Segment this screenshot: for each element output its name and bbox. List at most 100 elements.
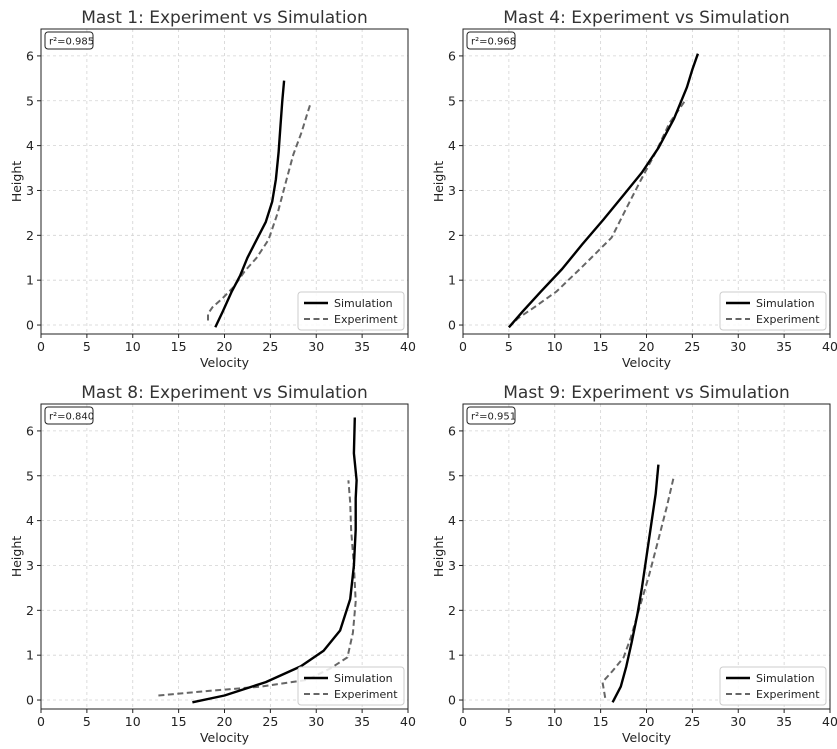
x-tick-label: 5 <box>505 714 513 729</box>
x-tick-label: 30 <box>730 714 746 729</box>
x-tick-label: 35 <box>776 714 792 729</box>
simulation-series-line <box>214 80 286 328</box>
legend-label: Experiment <box>756 688 820 701</box>
annotation-box <box>44 406 94 425</box>
x-tick-label: 40 <box>400 714 416 729</box>
x-tick-label: 10 <box>547 714 563 729</box>
legend-label: Experiment <box>334 688 398 701</box>
y-tick-label: 4 <box>26 138 34 153</box>
y-tick-label: 2 <box>26 603 34 618</box>
chart-panel-2: 0 5 10 15 20 25 30 35 40 0 1 2 3 4 5 6 Mast 4: Experimen… <box>431 8 837 370</box>
legend-box <box>719 291 827 331</box>
panel-title: Mast 1: Experiment vs Simulation <box>81 8 367 28</box>
x-axis-label: Velocity <box>622 730 672 745</box>
annotation-text: r²=0.840 <box>49 412 94 423</box>
x-tick-label: 25 <box>684 714 700 729</box>
x-tick-label: 15 <box>593 339 609 354</box>
panel-title: Mast 9: Experiment vs Simulation <box>503 383 789 403</box>
x-tick-label: 10 <box>547 339 563 354</box>
experiment-series-line <box>207 102 312 321</box>
x-tick-label: 20 <box>639 339 655 354</box>
y-tick-label: 1 <box>448 273 456 288</box>
legend-box <box>719 666 827 706</box>
y-tick-label: 3 <box>26 558 34 573</box>
legend-label: Simulation <box>756 297 815 310</box>
x-tick-label: 25 <box>262 339 278 354</box>
x-tick-label: 15 <box>171 714 187 729</box>
annotation-text: r²=0.968 <box>471 37 516 48</box>
experiment-series-line <box>508 100 686 329</box>
y-tick-label: 4 <box>448 513 456 528</box>
experiment-series-line <box>158 480 357 697</box>
legend-label: Simulation <box>334 297 393 310</box>
panel-title: Mast 8: Experiment vs Simulation <box>81 383 367 403</box>
x-tick-label: 15 <box>171 339 187 354</box>
y-tick-label: 6 <box>448 423 456 438</box>
r-squared-annotation: r²=0.968 <box>466 31 516 50</box>
y-tick-label: 1 <box>26 273 34 288</box>
x-tick-label: 0 <box>37 714 45 729</box>
y-tick-label: 4 <box>448 138 456 153</box>
y-tick-label: 1 <box>26 648 34 663</box>
x-tick-label: 30 <box>308 714 324 729</box>
simulation-series-line <box>192 417 358 704</box>
annotation-box <box>466 31 516 50</box>
y-tick-label: 0 <box>26 318 34 333</box>
chart-panel-1: 0 5 10 15 20 25 30 35 40 0 1 2 3 4 5 6 Mast 1: Experimen… <box>9 8 416 370</box>
y-tick-label: 5 <box>448 468 456 483</box>
y-axis-label: Height <box>9 161 24 202</box>
x-axis-label: Velocity <box>200 730 250 745</box>
experiment-series-line <box>601 475 675 698</box>
r-squared-annotation: r²=0.840 <box>44 406 94 425</box>
x-tick-label: 30 <box>308 339 324 354</box>
y-axis-label: Height <box>9 536 24 577</box>
annotation-box <box>466 406 516 425</box>
y-tick-label: 0 <box>448 693 456 708</box>
x-tick-label: 5 <box>505 339 513 354</box>
r-squared-annotation: r²=0.951 <box>466 406 516 425</box>
annotation-text: r²=0.951 <box>471 412 516 423</box>
legend-label: Simulation <box>756 672 815 685</box>
legend-label: Simulation <box>334 672 393 685</box>
y-tick-label: 1 <box>448 648 456 663</box>
x-tick-label: 35 <box>354 714 370 729</box>
x-tick-label: 40 <box>822 339 837 354</box>
x-tick-label: 35 <box>776 339 792 354</box>
y-tick-label: 6 <box>26 423 34 438</box>
x-tick-label: 15 <box>593 714 609 729</box>
r-squared-annotation: r²=0.985 <box>44 31 94 50</box>
x-tick-label: 5 <box>83 714 91 729</box>
y-tick-label: 2 <box>26 228 34 243</box>
x-tick-label: 0 <box>37 339 45 354</box>
y-tick-label: 3 <box>448 558 456 573</box>
chart-panel-4: 0 5 10 15 20 25 30 35 40 0 1 2 3 4 5 6 Mast 9: Experimen… <box>431 383 837 745</box>
legend: Simulation Experiment <box>297 291 405 331</box>
y-axis-label: Height <box>431 161 446 202</box>
x-tick-label: 20 <box>639 714 655 729</box>
y-tick-label: 5 <box>26 468 34 483</box>
simulation-series-line <box>611 464 660 703</box>
x-tick-label: 20 <box>217 714 233 729</box>
legend-label: Experiment <box>334 313 398 326</box>
y-tick-label: 2 <box>448 228 456 243</box>
y-tick-label: 0 <box>448 318 456 333</box>
legend-box <box>297 666 405 706</box>
y-tick-label: 4 <box>26 513 34 528</box>
x-tick-label: 20 <box>217 339 233 354</box>
x-tick-label: 30 <box>730 339 746 354</box>
x-tick-label: 40 <box>400 339 416 354</box>
x-tick-label: 10 <box>125 714 141 729</box>
y-tick-label: 6 <box>26 48 34 63</box>
y-tick-label: 5 <box>26 93 34 108</box>
chart-panel-3: 0 5 10 15 20 25 30 35 40 0 1 2 3 4 5 6 Mast 8: Experimen… <box>9 383 416 745</box>
y-tick-label: 3 <box>448 183 456 198</box>
simulation-series-line <box>507 53 700 329</box>
x-axis-label: Velocity <box>200 355 250 370</box>
legend: Simulation Experiment <box>297 666 405 706</box>
legend: Simulation Experiment <box>719 666 827 706</box>
legend: Simulation Experiment <box>719 291 827 331</box>
panel-title: Mast 4: Experiment vs Simulation <box>503 8 789 28</box>
y-axis-label: Height <box>431 536 446 577</box>
x-tick-label: 10 <box>125 339 141 354</box>
